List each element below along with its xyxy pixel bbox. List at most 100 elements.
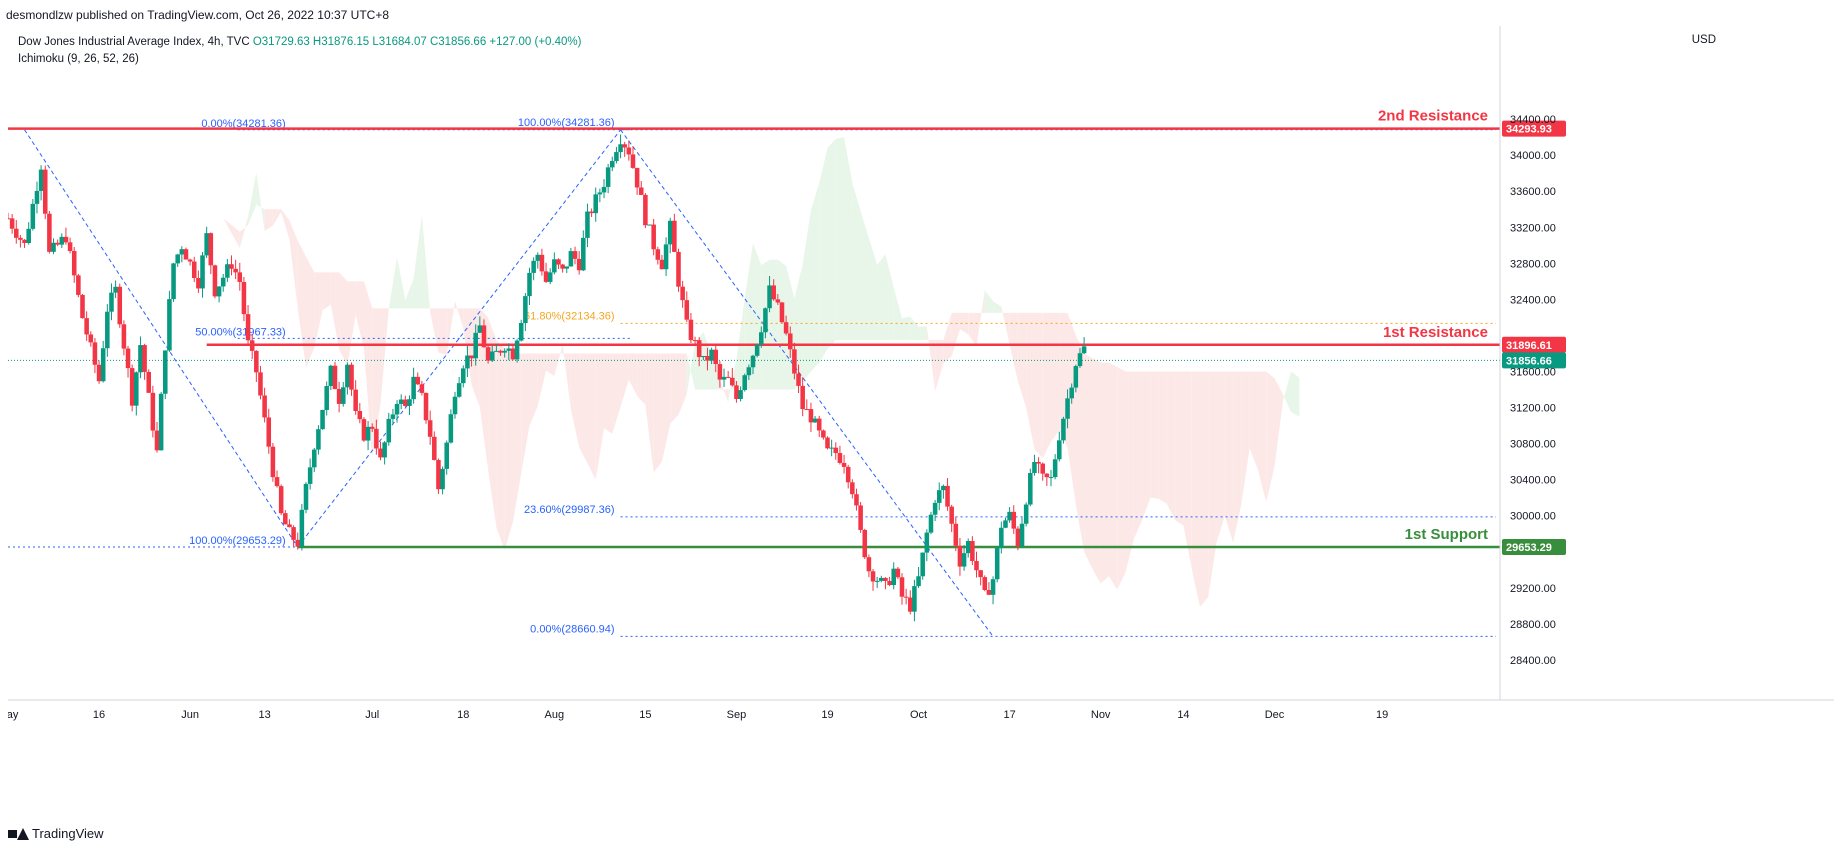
candle-body[interactable] [663,244,669,270]
candle-body[interactable] [22,239,27,244]
candle-body[interactable] [887,581,892,586]
candle-body[interactable] [601,186,607,193]
candle-body[interactable] [680,286,685,301]
candle-body[interactable] [643,194,648,226]
candle-body[interactable] [55,242,60,245]
candle-body[interactable] [9,218,15,229]
candle-body[interactable] [862,529,868,558]
candle-body[interactable] [518,322,524,341]
candle-body[interactable] [14,228,19,238]
candle-body[interactable] [473,332,478,359]
candle-body[interactable] [1036,461,1041,464]
candle-body[interactable] [903,596,909,598]
candle-body[interactable] [688,319,694,341]
candle-body[interactable] [175,254,180,264]
candle-body[interactable] [196,277,201,289]
candle-body[interactable] [345,364,350,388]
candle-body[interactable] [581,237,586,271]
candle-body[interactable] [1069,387,1074,399]
candle-body[interactable] [382,442,387,458]
candle-body[interactable] [1032,461,1037,474]
candle-body[interactable] [932,502,938,515]
candle-body[interactable] [750,355,756,368]
candle-body[interactable] [692,340,698,342]
resistance-2-price-tag[interactable] [1502,120,1566,137]
candle-body[interactable] [883,577,888,582]
candle-body[interactable] [266,417,272,447]
candle-body[interactable] [30,203,36,229]
candle-body[interactable] [59,236,65,245]
candle-body[interactable] [138,345,143,373]
candle-body[interactable] [667,220,673,245]
candle-body[interactable] [858,505,863,530]
candle-body[interactable] [647,224,652,226]
candle-body[interactable] [1040,463,1045,474]
current-price-tag[interactable] [1502,352,1566,369]
candle-body[interactable] [891,568,896,586]
candle-body[interactable] [502,350,507,353]
candle-body[interactable] [489,351,495,361]
candle-body[interactable] [754,344,760,356]
candle-body[interactable] [1077,353,1083,367]
candle-body[interactable] [494,350,499,352]
candle-body[interactable] [879,577,884,581]
candle-body[interactable] [746,367,752,376]
candle-body[interactable] [970,540,975,562]
candle-body[interactable] [779,302,785,323]
candle-body[interactable] [38,169,44,191]
candle-body[interactable] [713,349,719,365]
candle-body[interactable] [816,418,822,431]
candle-body[interactable] [220,277,226,287]
candle-body[interactable] [295,539,300,547]
candle-body[interactable] [808,409,814,423]
candle-body[interactable] [167,299,172,351]
candle-body[interactable] [204,233,209,256]
tradingview-brand[interactable]: TradingView [8,826,104,841]
candle-body[interactable] [88,334,94,343]
candle-body[interactable] [415,376,421,385]
candle-body[interactable] [262,395,267,418]
candle-body[interactable] [725,376,731,378]
candle-body[interactable] [237,272,243,282]
candle-body[interactable] [721,376,727,380]
candle-body[interactable] [1044,473,1050,478]
candle-body[interactable] [34,190,40,204]
candle-body[interactable] [1007,511,1012,521]
candle-body[interactable] [84,318,89,335]
candle-body[interactable] [336,389,342,404]
candle-body[interactable] [67,242,73,252]
candle-body[interactable] [1065,398,1070,419]
candle-body[interactable] [270,446,276,478]
candle-body[interactable] [200,255,205,289]
candle-body[interactable] [394,403,400,415]
candle-body[interactable] [870,571,876,582]
candle-body[interactable] [1023,504,1029,524]
support-1-price-tag[interactable] [1502,538,1566,555]
candle-body[interactable] [684,300,690,320]
candle-body[interactable] [833,447,839,454]
candle-body[interactable] [589,211,594,214]
candle-body[interactable] [986,589,992,595]
candle-body[interactable] [274,477,280,487]
candle-body[interactable] [854,494,859,506]
candle-body[interactable] [701,355,706,358]
candle-body[interactable] [1081,346,1087,354]
candle-body[interactable] [1028,473,1033,505]
candle-body[interactable] [742,375,747,391]
candle-body[interactable] [216,286,222,297]
candle-body[interactable] [634,167,640,188]
candle-body[interactable] [187,259,193,262]
candle-body[interactable] [597,192,603,195]
chart-area[interactable]: 0.00%(34281.36) 50.00%(31967.33) 100.00%(2… [0,26,1834,812]
candle-body[interactable] [564,266,570,269]
candle-body[interactable] [134,372,139,406]
candle-body[interactable] [461,368,466,384]
candle-body[interactable] [974,561,979,571]
candle-body[interactable] [999,527,1004,549]
candle-body[interactable] [535,254,541,261]
candle-body[interactable] [299,509,305,547]
candle-body[interactable] [775,299,781,303]
candle-body[interactable] [150,392,156,431]
candle-body[interactable] [1003,520,1008,528]
candle-body[interactable] [154,430,160,451]
